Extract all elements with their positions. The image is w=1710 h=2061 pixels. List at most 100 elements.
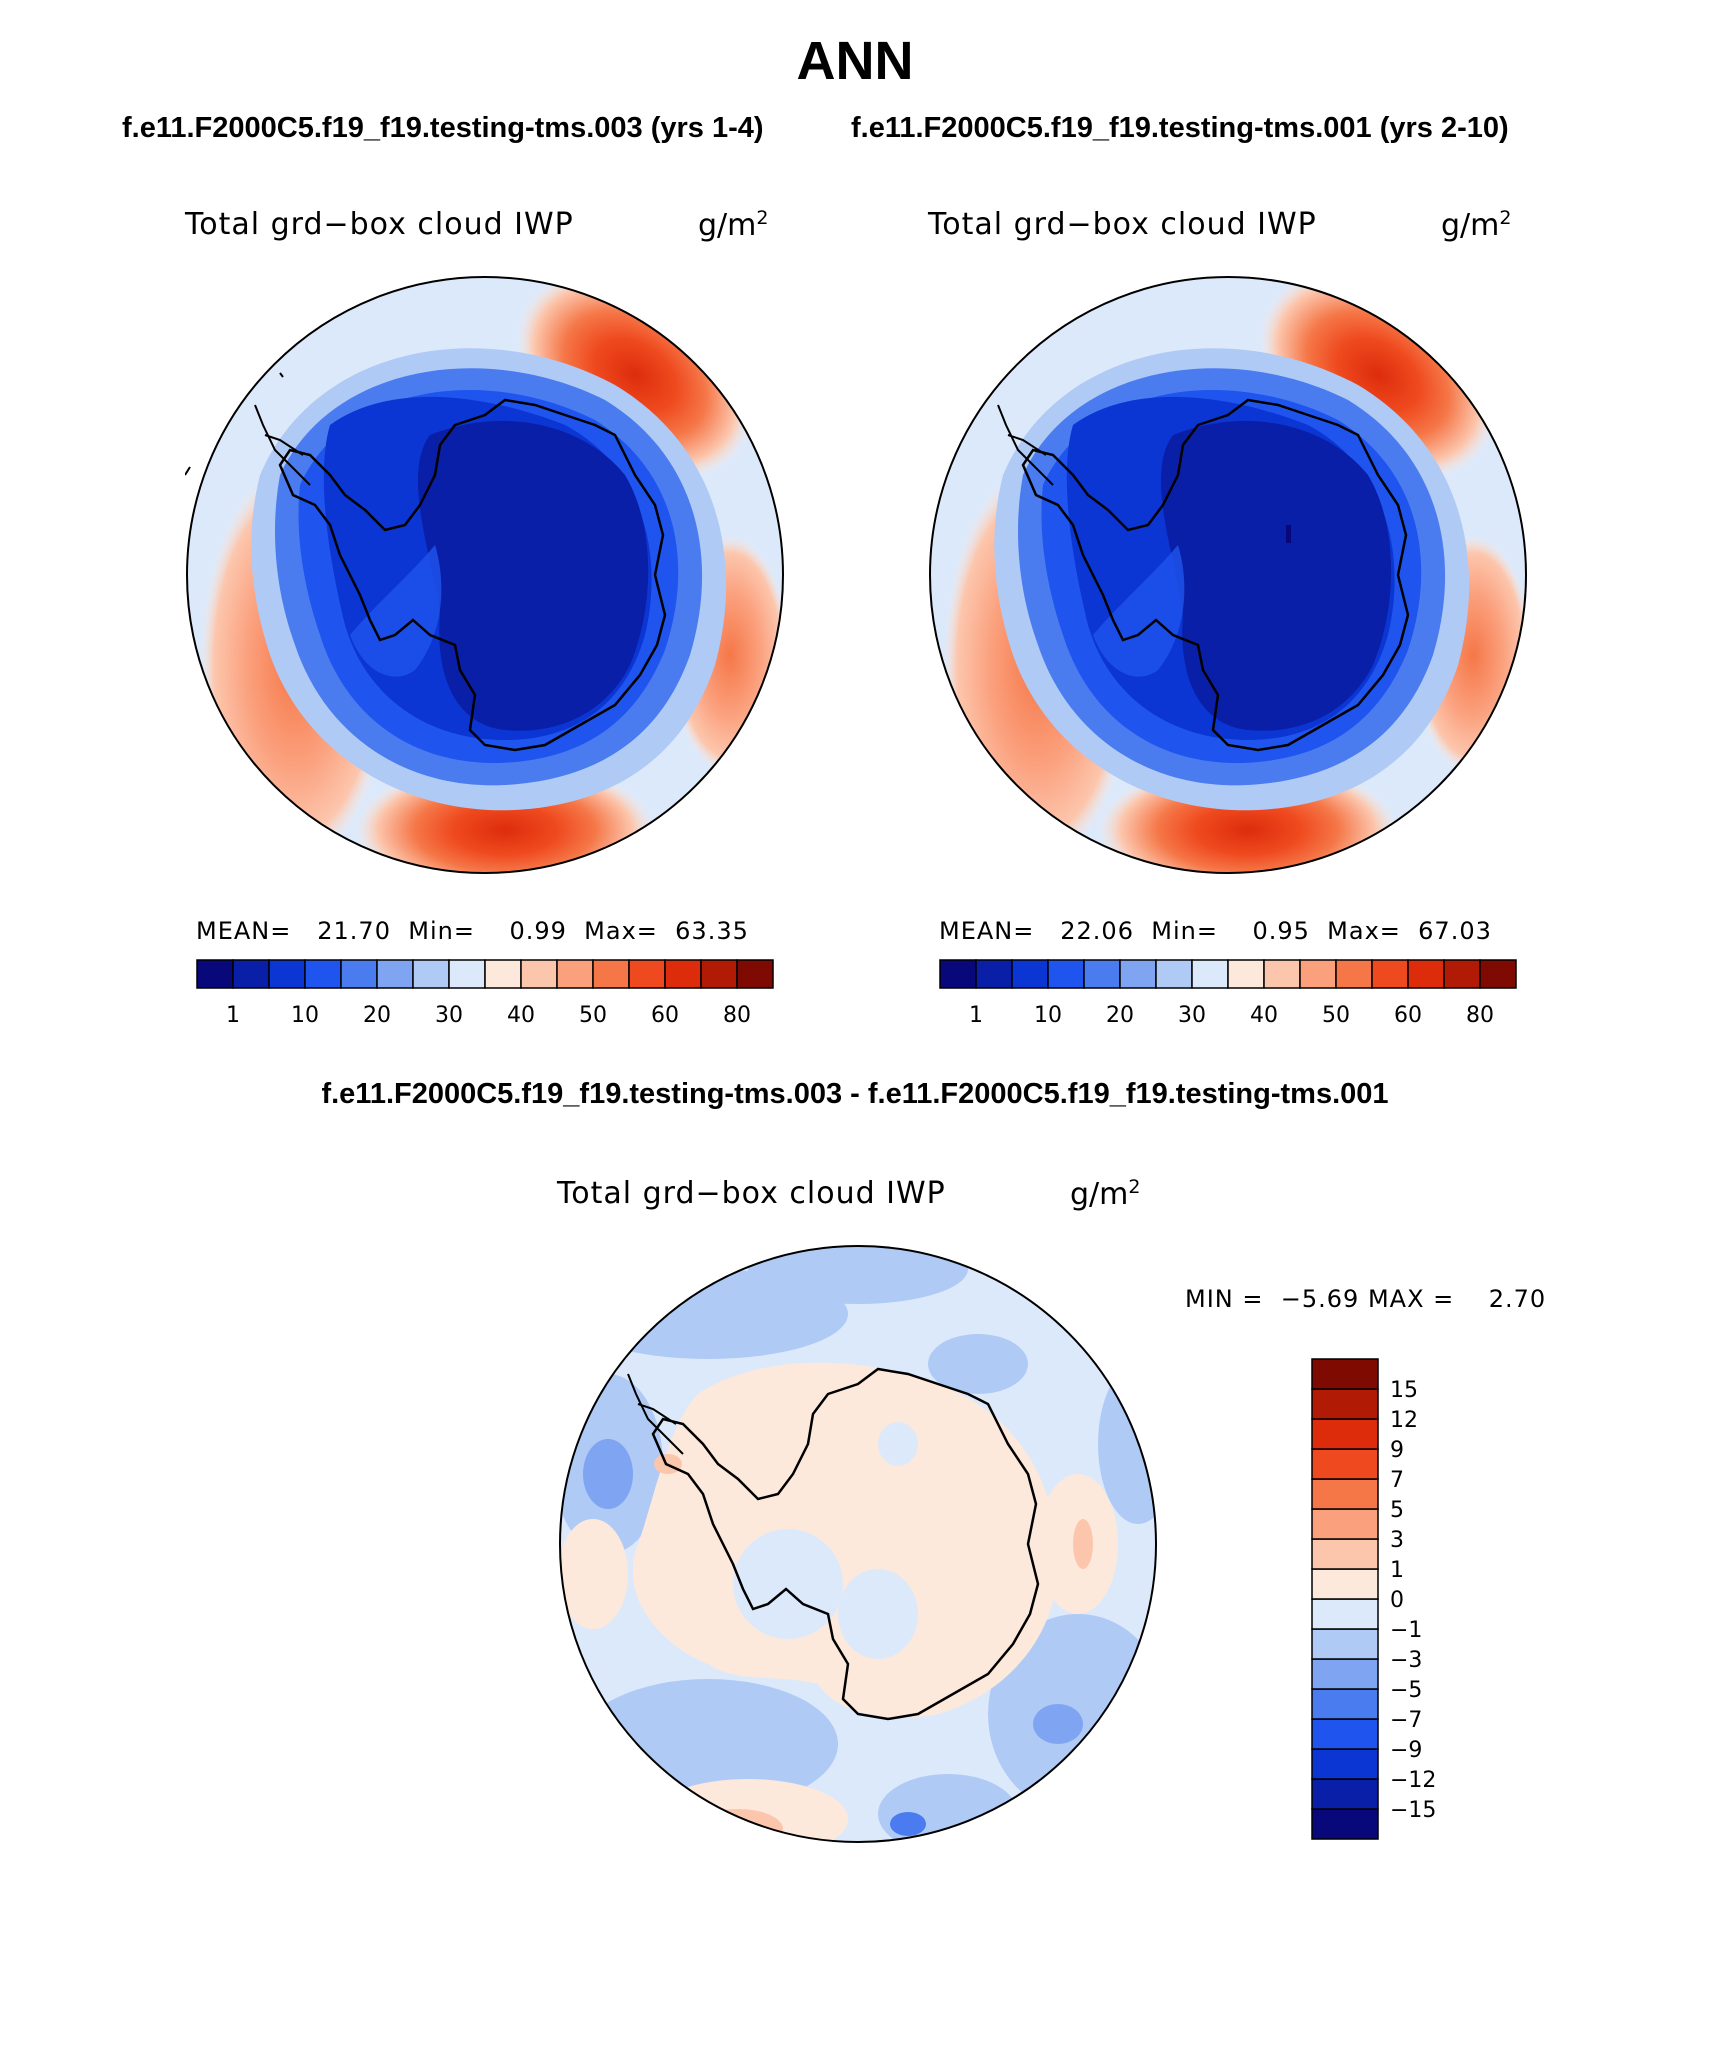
colorbar-swatch: [939, 959, 977, 989]
colorbar-swatch: [196, 959, 234, 989]
colorbar-tick-label: 1: [969, 1003, 983, 1028]
colorbar-tick-label: 7: [1390, 1468, 1404, 1493]
colorbar-swatch: [1311, 1508, 1379, 1540]
colorbar-swatch: [664, 959, 702, 989]
colorbar-swatch: [736, 959, 774, 989]
diff-minmax: MIN = −5.69 MAX = 2.70: [1185, 1285, 1547, 1313]
panel1-antarctica-coastline: [278, 398, 667, 752]
colorbar-swatch: [1047, 959, 1085, 989]
colorbar-swatch: [1311, 1358, 1379, 1390]
colorbar-swatch: [1227, 959, 1265, 989]
colorbar-swatch: [700, 959, 738, 989]
colorbar-swatch: [1311, 1688, 1379, 1720]
colorbar-tick-label: −1: [1390, 1618, 1422, 1643]
panel1-units: g/m2: [698, 207, 769, 243]
colorbar-tick-label: −15: [1390, 1798, 1436, 1823]
colorbar-swatch: [1311, 1718, 1379, 1750]
colorbar-swatch: [975, 959, 1013, 989]
colorbar-swatch: [376, 959, 414, 989]
colorbar-tick-label: 10: [291, 1003, 319, 1028]
colorbar-swatch: [1443, 959, 1481, 989]
colorbar-swatch: [232, 959, 270, 989]
colorbar-tick-label: 60: [651, 1003, 679, 1028]
colorbar-tick-label: 15: [1390, 1378, 1418, 1403]
colorbar-swatch: [1011, 959, 1049, 989]
colorbar-swatch: [1311, 1538, 1379, 1570]
diff-pos-antarctic: [632, 1362, 1058, 1718]
panel1-stats: MEAN= 21.70 Min= 0.99 Max= 63.35: [196, 917, 749, 945]
diff-units: g/m2: [1070, 1176, 1141, 1212]
case-left-title: f.e11.F2000C5.f19_f19.testing-tms.003 (y…: [122, 112, 764, 144]
colorbar-swatch: [1191, 959, 1229, 989]
diff-antarctica-coastline: [651, 1367, 1040, 1721]
colorbar-swatch: [340, 959, 378, 989]
colorbar-tick-label: −5: [1390, 1678, 1422, 1703]
colorbar-tick-label: −3: [1390, 1648, 1422, 1673]
colorbar-swatch: [1311, 1478, 1379, 1510]
colorbar-tick-label: 50: [1322, 1003, 1350, 1028]
panel1-contour-1: [417, 420, 649, 731]
colorbar-tick-label: 20: [1106, 1003, 1134, 1028]
colorbar-tick-label: 1: [1390, 1558, 1404, 1583]
colorbar-tick-label: 80: [723, 1003, 751, 1028]
case-right-title: f.e11.F2000C5.f19_f19.testing-tms.001 (y…: [851, 112, 1509, 144]
panel1-colorbar: 1 10 20 30 40 50 60 80: [196, 959, 774, 1028]
colorbar-swatch: [1311, 1388, 1379, 1420]
colorbar-swatch: [1311, 1748, 1379, 1780]
diff-map-border: [559, 1245, 1157, 1843]
colorbar-swatch: [556, 959, 594, 989]
colorbar-tick-label: 40: [507, 1003, 535, 1028]
colorbar-tick-label: 0: [1390, 1588, 1404, 1613]
colorbar-swatch: [1311, 1448, 1379, 1480]
colorbar-swatch: [1311, 1628, 1379, 1660]
colorbar-swatch: [1335, 959, 1373, 989]
colorbar-swatch: [1311, 1658, 1379, 1690]
colorbar-swatch: [1263, 959, 1301, 989]
panel2-units: g/m2: [1441, 207, 1512, 243]
colorbar-tick-label: 3: [1390, 1528, 1404, 1553]
colorbar-tick-label: 1: [226, 1003, 240, 1028]
colorbar-tick-label: 60: [1394, 1003, 1422, 1028]
colorbar-swatch: [1407, 959, 1445, 989]
plot-title: ANN: [796, 31, 914, 91]
colorbar-tick-label: 80: [1466, 1003, 1494, 1028]
colorbar-tick-label: 12: [1390, 1408, 1418, 1433]
colorbar-swatch: [1371, 959, 1409, 989]
colorbar-swatch: [1155, 959, 1193, 989]
colorbar-swatch: [1311, 1778, 1379, 1810]
colorbar-tick-label: 20: [363, 1003, 391, 1028]
colorbar-tick-label: −12: [1390, 1768, 1436, 1793]
colorbar-swatch: [628, 959, 666, 989]
colorbar-tick-label: 30: [1178, 1003, 1206, 1028]
colorbar-tick-label: 50: [579, 1003, 607, 1028]
colorbar-swatch: [520, 959, 558, 989]
panel2-stats: MEAN= 22.06 Min= 0.95 Max= 67.03: [939, 917, 1492, 945]
panel1-map-border: [186, 276, 784, 874]
colorbar-swatch: [1083, 959, 1121, 989]
colorbar-swatch: [1311, 1598, 1379, 1630]
colorbar-tick-label: 30: [435, 1003, 463, 1028]
panel2-colorbar: 1 10 20 30 40 50 60 80: [939, 959, 1517, 1028]
colorbar-tick-label: 9: [1390, 1438, 1404, 1463]
colorbar-tick-label: −7: [1390, 1708, 1422, 1733]
panel2-variable: Total grd−box cloud IWP: [928, 207, 1317, 242]
colorbar-swatch: [304, 959, 342, 989]
colorbar-swatch: [1311, 1568, 1379, 1600]
colorbar-tick-label: −9: [1390, 1738, 1422, 1763]
diff-colorbar: −15 −12 −9 −7 −5 −3 −1 0 1 3 5 7 9 12 15: [1311, 1358, 1436, 1840]
colorbar-tick-label: 40: [1250, 1003, 1278, 1028]
panel1-map: [185, 276, 784, 874]
colorbar-swatch: [1119, 959, 1157, 989]
panel1-variable: Total grd−box cloud IWP: [185, 207, 574, 242]
colorbar-swatch: [592, 959, 630, 989]
colorbar-swatch: [1299, 959, 1337, 989]
panel2-antarctica-coastline: [1021, 398, 1410, 752]
colorbar-swatch: [1311, 1808, 1379, 1840]
colorbar-tick-label: 5: [1390, 1498, 1404, 1523]
colorbar-tick-label: 10: [1034, 1003, 1062, 1028]
colorbar-swatch: [412, 959, 450, 989]
diff-map: [559, 1245, 1157, 1843]
panel1-peninsula-coast: [254, 404, 311, 486]
colorbar-swatch: [448, 959, 486, 989]
colorbar-swatch: [484, 959, 522, 989]
